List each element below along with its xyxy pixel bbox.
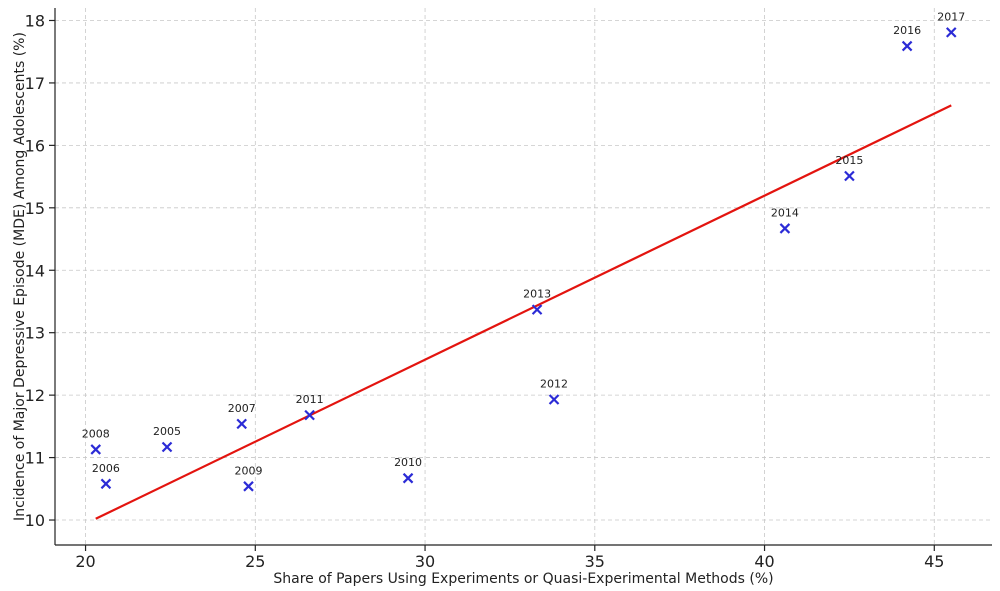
data-point-label: 2017	[937, 10, 965, 23]
data-point-label: 2015	[835, 154, 863, 167]
data-point-marker	[402, 472, 414, 484]
y-tick-label: 14	[25, 261, 45, 280]
data-point-marker	[161, 441, 173, 453]
data-point-marker	[304, 409, 315, 421]
data-point-marker	[901, 40, 913, 52]
y-tick-label: 17	[25, 74, 45, 93]
data-point-marker	[548, 394, 560, 405]
data-point-marker	[531, 304, 543, 315]
grid	[55, 8, 992, 545]
data-point-label: 2013	[523, 288, 551, 301]
data-points	[90, 27, 957, 492]
data-point-label: 2007	[228, 402, 256, 415]
data-point-marker	[243, 481, 254, 492]
y-tick-label: 11	[25, 449, 45, 468]
data-point-label: 2008	[82, 427, 110, 440]
x-tick-labels: 20 25 30 35 40 45	[75, 552, 944, 571]
data-point-label: 2016	[893, 24, 921, 37]
trendline-group	[95, 104, 952, 520]
data-point-marker	[844, 170, 855, 182]
data-point-marker	[236, 418, 247, 430]
y-tick-label: 18	[25, 11, 45, 30]
data-point-label: 2011	[296, 393, 324, 406]
y-tick-label: 15	[25, 199, 45, 218]
data-point-marker	[90, 444, 102, 455]
data-point-label: 2012	[540, 378, 568, 391]
x-tick-label: 45	[924, 552, 944, 571]
x-tick-label: 25	[245, 552, 265, 571]
y-tick-label: 16	[25, 136, 45, 155]
data-point-label: 2009	[235, 464, 263, 477]
data-point-label: 2006	[92, 462, 120, 475]
axes	[49, 8, 992, 551]
x-tick-label: 35	[585, 552, 605, 571]
y-tick-label: 10	[25, 511, 45, 530]
data-point-marker	[100, 478, 112, 490]
data-point-marker	[779, 223, 791, 234]
data-point-label: 2010	[394, 456, 422, 469]
x-axis-title: Share of Papers Using Experiments or Qua…	[273, 571, 773, 587]
x-tick-label: 30	[415, 552, 435, 571]
data-point-label: 2014	[771, 206, 799, 219]
y-tick-label: 13	[25, 324, 45, 343]
y-tick-label: 12	[25, 386, 45, 405]
point-labels: 2005 2006 2007 2008 2009 2010 2011 2012 2013 2014…	[82, 10, 966, 477]
data-point-label: 2005	[153, 425, 181, 438]
x-tick-label: 40	[754, 552, 774, 571]
x-tick-label: 20	[75, 552, 95, 571]
y-axis-title: Incidence of Major Depressive Episode (M…	[12, 32, 28, 521]
trendline	[95, 104, 952, 520]
data-point-marker	[945, 27, 957, 38]
y-tick-labels: 10 11 12 13 14 15 16 17 18	[25, 11, 45, 530]
